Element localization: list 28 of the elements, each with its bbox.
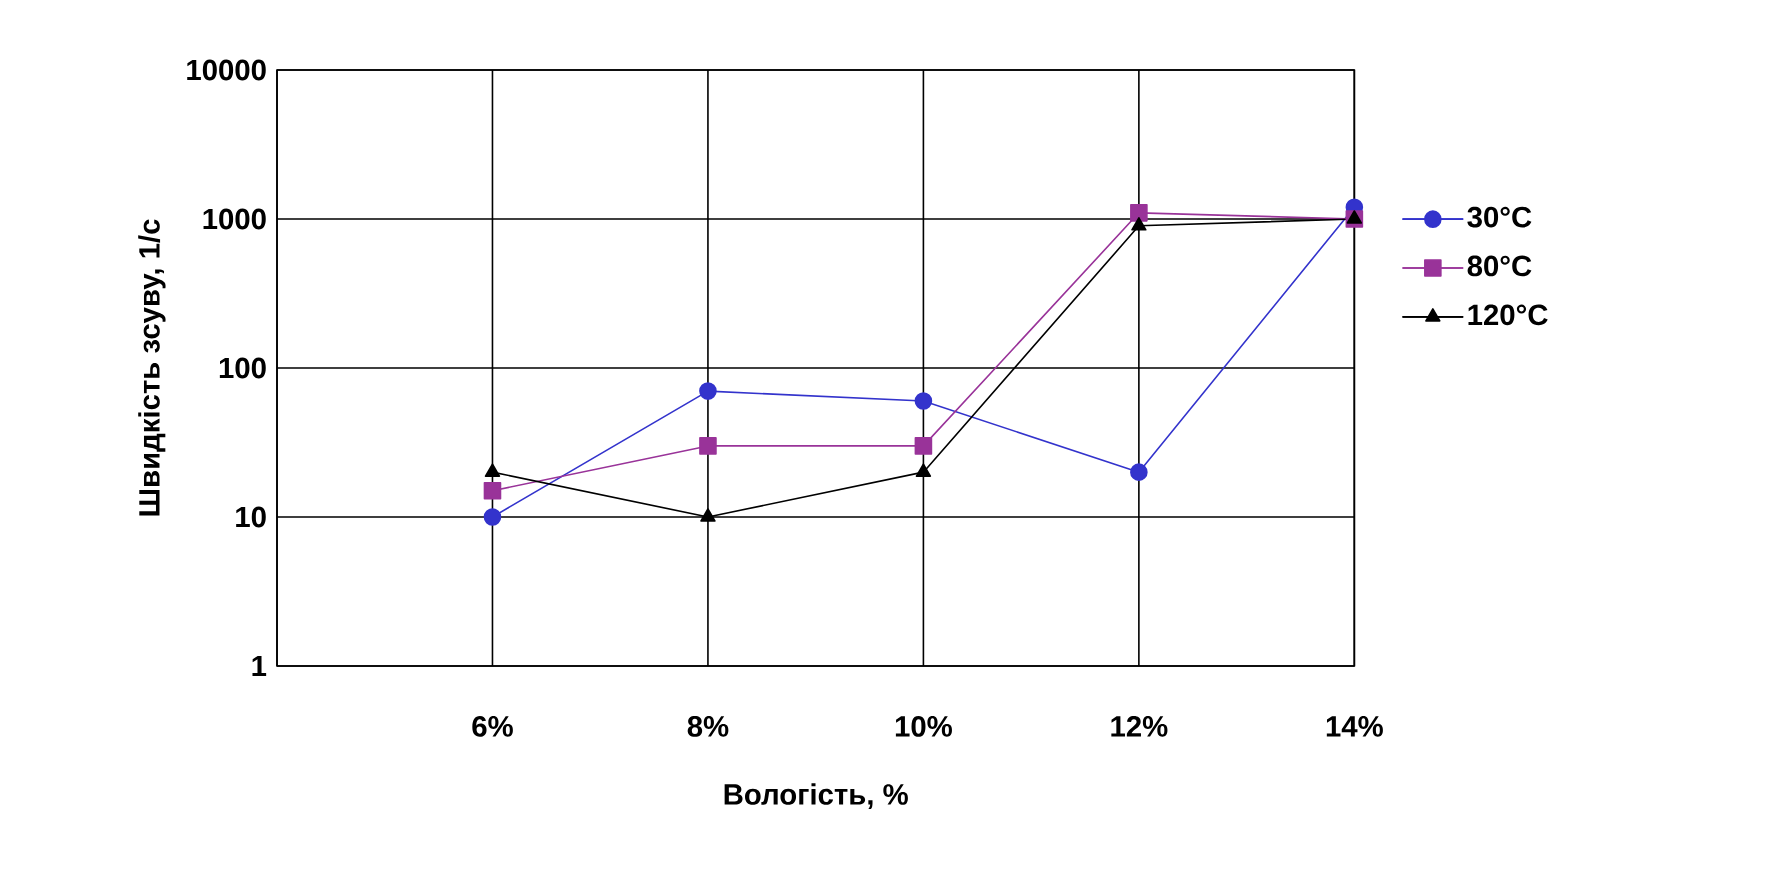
x-axis-title: Вологість, %: [724, 783, 908, 810]
x-tick-label: 12%: [1111, 716, 1168, 737]
point: [700, 508, 716, 522]
y-tick-label: 10000: [187, 59, 266, 81]
point: [1346, 210, 1363, 224]
point: [483, 508, 502, 526]
x-tick-label: 6%: [472, 716, 513, 737]
point: [914, 392, 933, 410]
y-tick-label: 100: [219, 357, 266, 379]
point: [915, 463, 932, 477]
point: [483, 481, 502, 500]
x-tick-label: 8%: [687, 716, 729, 737]
point: [1130, 463, 1148, 481]
x-tick-label: 14%: [1326, 716, 1383, 737]
y-tick-label: 1: [252, 655, 267, 677]
point: [699, 382, 717, 400]
legend-label: 30°C: [1467, 206, 1532, 228]
point: [1130, 204, 1148, 222]
legend-label: 80°C: [1467, 255, 1532, 277]
x-tick-label: 10%: [895, 716, 952, 737]
point: [914, 437, 933, 455]
point: [699, 437, 717, 455]
point: [484, 463, 501, 477]
y-tick-label: 1000: [203, 208, 266, 230]
y-tick-label: 10: [236, 506, 266, 528]
point: [1131, 217, 1147, 231]
y-axis-title: Швидкість зсуву, 1/с: [138, 219, 166, 516]
legend-label: 120°C: [1468, 304, 1548, 326]
